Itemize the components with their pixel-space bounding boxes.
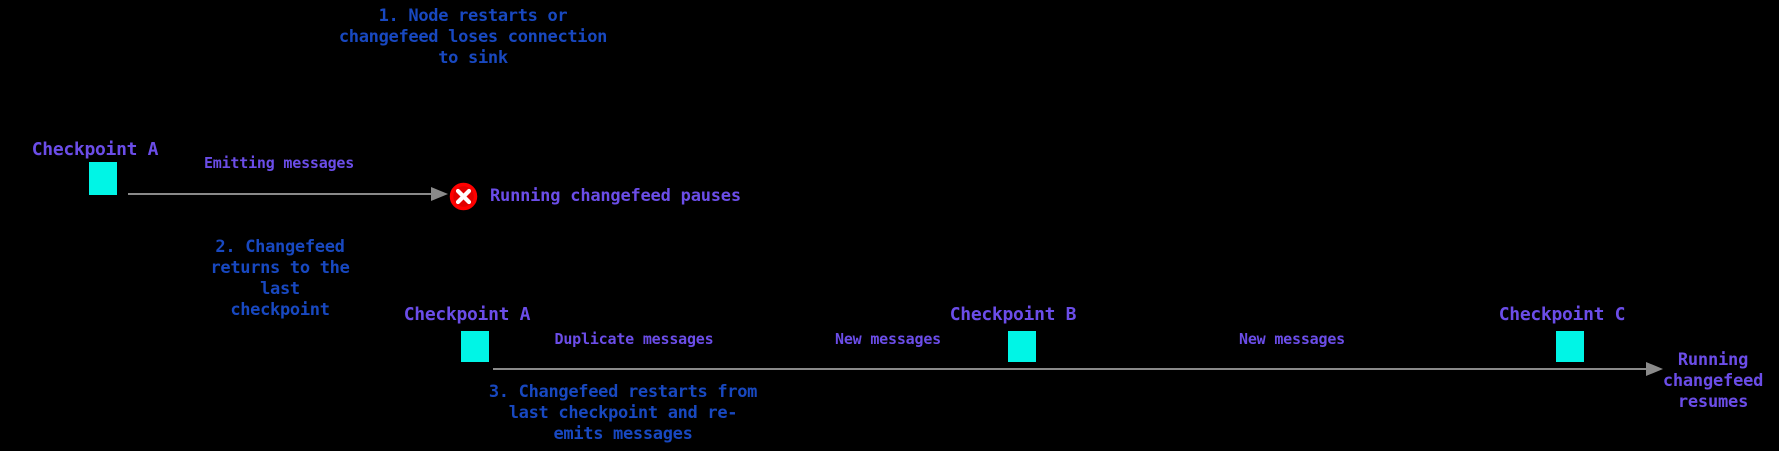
- checkpoint-a2-label: Checkpoint A: [403, 304, 531, 325]
- timeline2-arrow: [493, 368, 1646, 370]
- step2-annotation: 2. Changefeed returns to the last checkp…: [210, 237, 350, 320]
- checkpoint-a2-marker: [461, 331, 489, 362]
- checkpoint-c-marker: [1556, 331, 1584, 362]
- step1-annotation: 1. Node restarts or changefeed loses con…: [338, 6, 608, 68]
- step3-annotation: 3. Changefeed restarts from last checkpo…: [488, 382, 758, 444]
- new-messages-label-1: New messages: [835, 330, 941, 348]
- timeline1-arrowhead-icon: [431, 187, 448, 201]
- checkpoint-a1-marker: [89, 162, 117, 195]
- new-messages-label-2: New messages: [1239, 330, 1345, 348]
- checkpoint-b-label: Checkpoint B: [949, 304, 1077, 325]
- x-circle-icon: [0, 0, 29, 29]
- checkpoint-c-label: Checkpoint C: [1498, 304, 1626, 325]
- timeline1-arrow: [128, 193, 434, 195]
- timeline2-arrowhead-icon: [1646, 362, 1663, 376]
- checkpoint-a1-label: Checkpoint A: [31, 139, 159, 160]
- duplicate-messages-label: Duplicate messages: [554, 330, 714, 348]
- emitting-messages-label: Emitting messages: [203, 154, 355, 172]
- running-changefeed-pauses-label: Running changefeed pauses: [490, 186, 741, 206]
- checkpoint-b-marker: [1008, 331, 1036, 362]
- running-changefeed-resumes-label: Running changefeed resumes: [1662, 350, 1764, 412]
- changefeed-pause-x-circle-icon: [449, 182, 478, 211]
